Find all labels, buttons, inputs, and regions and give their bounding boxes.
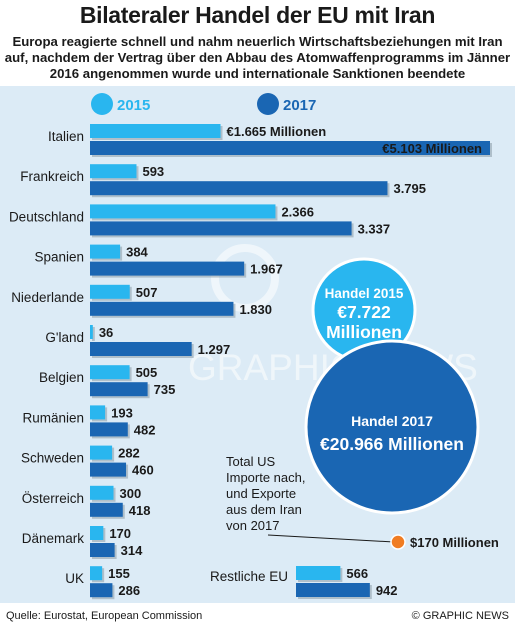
bar-2015 [90,325,93,339]
category-label: Niederlande [11,290,84,305]
bar-2017 [296,583,370,597]
bar-2015 [90,124,221,138]
bar-2015 [90,405,106,420]
chart-subtitle: Europa reagierte schnell und nahm neuerl… [4,34,511,81]
category-label: G'land [45,330,84,345]
value-label-2017: 942 [376,583,398,598]
category-label: Italien [48,129,84,144]
category-label: UK [65,571,84,586]
value-label-2017: 735 [154,382,176,397]
category-label: Deutschland [9,209,84,224]
bar-2015 [90,365,130,380]
bar-2017 [90,583,113,598]
total-2015-unit: Millionen [326,322,402,342]
bar-2017 [90,141,490,155]
legend-2015-label: 2015 [117,97,150,114]
value-label-2017: 1.297 [198,342,231,357]
category-label: Belgien [39,370,84,385]
bar-2015-shadow [92,327,95,341]
category-label: Schweden [21,451,84,466]
bar-2017 [90,342,192,356]
total-2017-circle [304,339,480,515]
total-2015-value: €7.722 [337,302,391,322]
legend: 2015 2017 [91,93,316,115]
us-note-leader [267,534,395,543]
value-label-2015: 193 [111,405,133,420]
bar-series: Italien €1.665 Millionen €5.103 Millionen F… [9,124,492,600]
credit-note: © GRAPHIC NEWS [411,610,509,622]
value-label-2017: 1.967 [250,262,283,277]
value-label-2017: 418 [129,503,151,518]
total-2017-value: €20.966 Millionen [320,434,464,454]
total-2017-bubble: Handel 2017 €20.966 Millionen [304,339,480,515]
value-label-2015: 566 [346,566,368,581]
bar-2015 [90,485,114,500]
value-label-2017: €5.103 Millionen [382,141,482,156]
value-label-2015: €1.665 Millionen [227,124,327,139]
value-label-2017: 286 [118,583,140,598]
value-label-2015: 282 [118,446,140,461]
bar-2017 [90,462,127,477]
us-trade-value: $170 Millionen [410,535,499,550]
category-label: Restliche EU [210,569,288,584]
value-label-2017: 1.830 [239,302,272,317]
category-label: Rumänien [22,410,84,425]
bar-2015 [90,164,137,179]
us-note-line: Total US [226,454,275,469]
chart-title: Bilateraler Handel der EU mit Iran [79,2,436,28]
value-label-2017: 3.795 [393,181,426,196]
us-trade-note: Total US Importe nach, und Exporte aus d… [226,454,499,550]
bar-2015 [90,526,104,540]
us-note-line: von 2017 [226,518,280,533]
value-label-2015: 593 [142,164,164,179]
bar-2017 [90,502,123,517]
bar-2015 [90,204,276,219]
source-note: Quelle: Eurostat, European Commission [6,610,203,622]
legend-2017-dot [257,93,279,115]
value-label-2015: 2.366 [281,204,314,219]
value-label-2017: 460 [132,463,154,478]
total-2015-bubble: Handel 2015 €7.722 Millionen [311,257,417,363]
chart-panel [0,86,515,603]
bar-2017 [90,543,115,557]
bar-2015 [296,566,341,580]
legend-2015-dot [91,93,113,115]
value-label-2017: 314 [121,543,143,558]
bar-2015 [90,284,130,299]
value-label-2015: 36 [99,325,113,340]
bar-2015 [90,566,103,581]
us-note-line: Importe nach, [226,470,306,485]
us-note-line: und Exporte [226,486,296,501]
total-2017-label: Handel 2017 [351,413,433,429]
us-trade-dot [390,534,406,550]
legend-2017-label: 2017 [283,97,316,114]
value-label-2017: 3.337 [358,221,391,236]
value-label-2015: 300 [120,486,142,501]
value-label-2015: 155 [108,566,130,581]
bar-2017 [90,382,148,397]
us-note-line: aus dem Iran [226,502,302,517]
bar-2015 [90,244,121,259]
value-label-2017: 482 [134,422,156,437]
bar-2017 [90,422,128,437]
category-label: Dänemark [22,531,85,546]
bar-2017 [90,261,245,276]
value-label-2015: 505 [136,365,158,380]
bar-2017 [90,301,234,316]
category-label: Österreich [22,491,84,506]
category-label: Spanien [34,250,84,265]
value-label-2015: 170 [109,526,131,541]
bar-2017 [90,221,352,236]
total-2015-label: Handel 2015 [325,286,404,301]
bar-2017 [90,181,388,196]
bar-2015 [90,445,113,460]
value-label-2015: 384 [126,245,148,260]
category-label: Frankreich [20,169,84,184]
value-label-2015: 507 [136,285,158,300]
